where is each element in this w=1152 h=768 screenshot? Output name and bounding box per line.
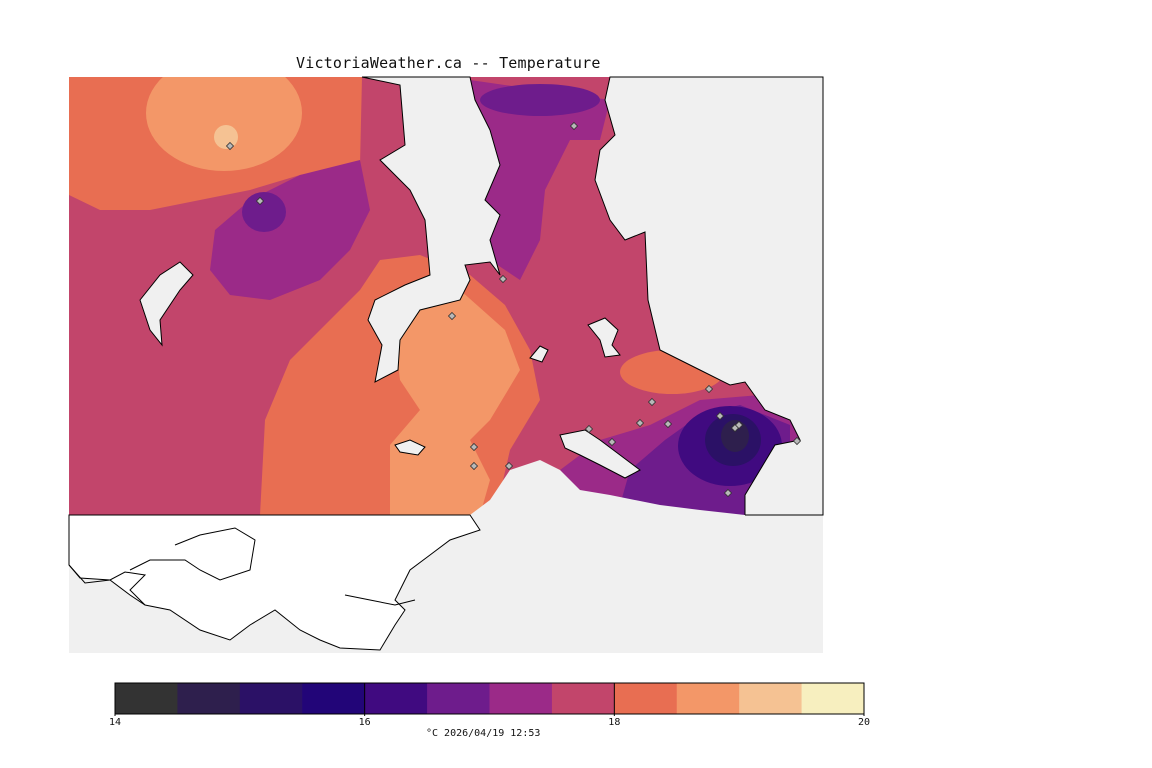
- legend-tick-label: 14: [108, 717, 122, 728]
- victoria-harbour: [559, 429, 641, 479]
- station-marker[interactable]: [469, 461, 479, 471]
- station-marker[interactable]: [663, 419, 673, 429]
- lake-west: [139, 261, 194, 347]
- olympic-peninsula: [68, 514, 481, 651]
- band-18-5-nw: [146, 77, 302, 171]
- legend-swatch: [489, 683, 553, 714]
- legend-swatch: [115, 683, 178, 714]
- legend-swatch: [177, 683, 241, 714]
- lake-1: [587, 317, 621, 358]
- lake-2: [529, 345, 549, 363]
- station-marker[interactable]: [607, 437, 617, 447]
- legend-tick-label: 18: [608, 717, 621, 728]
- station-marker[interactable]: [792, 436, 802, 446]
- station-marker[interactable]: [715, 411, 725, 421]
- legend-swatch: [551, 683, 615, 714]
- legend-swatch: [302, 683, 366, 714]
- station-marker[interactable]: [734, 420, 744, 430]
- station-marker[interactable]: [569, 121, 579, 131]
- legend-tick-label: 16: [358, 717, 371, 728]
- station-marker[interactable]: [225, 141, 235, 151]
- station-marker[interactable]: [584, 424, 594, 434]
- lake-3: [394, 439, 426, 456]
- station-marker[interactable]: [723, 488, 733, 498]
- saanich-inlet: [361, 76, 501, 383]
- legend-swatch: [614, 683, 678, 714]
- station-marker[interactable]: [704, 384, 714, 394]
- legend-tick-label: 20: [857, 717, 871, 728]
- haro-strait: [594, 76, 824, 516]
- coast-south-detail: [68, 527, 416, 606]
- station-marker[interactable]: [635, 418, 645, 428]
- station-marker[interactable]: [498, 274, 508, 284]
- legend-caption: °C 2026/04/19 12:53: [426, 728, 541, 739]
- band-16-5-nw: [242, 192, 286, 232]
- station-marker[interactable]: [255, 196, 265, 206]
- stations-layer: [225, 121, 802, 498]
- legend-colorbar: [114, 682, 865, 716]
- station-marker[interactable]: [469, 442, 479, 452]
- station-marker[interactable]: [647, 397, 657, 407]
- station-marker[interactable]: [504, 461, 514, 471]
- band-19-nw: [214, 125, 238, 149]
- map-title: VictoriaWeather.ca -- Temperature: [296, 54, 601, 72]
- band-18-5-central: [390, 290, 520, 515]
- legend-swatch: [739, 683, 803, 714]
- station-marker[interactable]: [447, 311, 457, 321]
- legend-swatch: [239, 683, 303, 714]
- band-17-nw: [210, 160, 370, 300]
- legend-swatch: [676, 683, 740, 714]
- legend-swatch: [801, 683, 865, 714]
- legend-swatch: [364, 683, 428, 714]
- band-15-se: [721, 420, 749, 452]
- band-16-5-ne: [480, 84, 600, 116]
- legend-swatch: [427, 683, 490, 714]
- band-17-ne: [470, 80, 610, 280]
